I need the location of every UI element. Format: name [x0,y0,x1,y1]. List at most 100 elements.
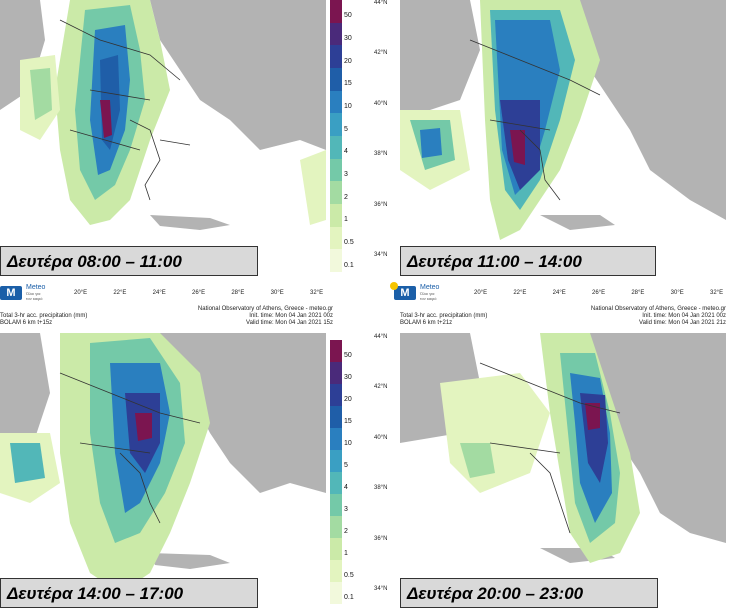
footer-title: Total 3-hr acc. precipitation (mm) [0,313,88,319]
colorbar-segment [330,362,342,384]
meteo-logo-mark: M [0,285,22,300]
latitude-label: 44°N [374,334,388,340]
footer-valid-time: Valid time: Mon 04 Jan 2021 15z [246,320,333,326]
colorbar-segment [330,204,342,227]
latitude-label: 38°N [374,485,388,492]
latitude-label: 36°N [374,201,388,208]
colorbar-label: 2 [344,193,348,201]
colorbar-label: 0.1 [344,261,354,269]
colorbar-label: 4 [344,484,348,492]
meteo-logo-sub1: Όλοι για [420,291,435,296]
colorbar-label: 30 [344,374,352,382]
colorbar-label: 0.5 [344,572,354,580]
footer-right-2: National Observatory of Athens, Greece -… [591,306,726,327]
colorbar-label: 5 [344,125,348,133]
precip-map-4 [400,333,726,609]
colorbar-segment [330,538,342,560]
latitude-label: 36°N [374,535,388,542]
colorbar-segment [330,181,342,204]
footer-source: National Observatory of Athens, Greece -… [590,306,726,312]
footer-model: BOLAM 6 km t+15z [0,320,53,326]
map-panel-1: Δευτέρα 08:00 – 11:00 [0,0,326,278]
footer-init-time: Init. time: Mon 04 Jan 2021 00z [249,313,333,319]
colorbar-segment [330,516,342,538]
colorbar-segment [330,113,342,136]
precip-map-1 [0,0,326,278]
longitude-label: 20°E [474,290,488,296]
time-label-3: Δευτέρα 14:00 – 17:00 [0,578,258,608]
colorbar-segment [330,22,342,46]
meteo-logo-sub1: Όλοι για [26,291,41,296]
colorbar-segment [330,428,342,450]
time-label-4: Δευτέρα 20:00 – 23:00 [400,578,658,608]
longitude-label: 28°E [231,290,245,296]
meteo-logo-1: M Meteo Όλοι για τον καιρό [0,284,45,301]
footer-init-time: Init. time: Mon 04 Jan 2021 00z [642,313,726,319]
latitude-label: 42°N [374,384,388,391]
longitude-label: 28°E [631,290,645,296]
colorbar-label: 5 [344,462,348,470]
latitude-label: 44°N [374,0,388,6]
colorbar-top [330,0,342,272]
colorbar-segment [330,45,342,68]
colorbar-segment [330,226,342,250]
latitude-label: 34°N [374,586,388,592]
colorbar-label: 2 [344,528,348,536]
latitude-label: 38°N [374,151,388,158]
colorbar-label: 50 [344,352,352,360]
colorbar-label: 4 [344,148,348,156]
colorbar-segment [330,384,342,406]
colorbar-segment [330,90,342,114]
footer-valid-time: Valid time: Mon 04 Jan 2021 21z [639,320,726,326]
map-panel-2: Δευτέρα 11:00 – 14:00 [400,0,726,278]
colorbar-segment [330,68,342,91]
precip-map-2 [400,0,726,278]
colorbar-segment [330,450,342,472]
longitude-label: 24°E [552,290,566,296]
latitude-label: 34°N [374,252,388,258]
longitude-label: 30°E [670,290,684,296]
colorbar-segment [330,340,342,362]
colorbar-label: 10 [344,440,352,448]
longitude-label: 22°E [513,290,527,296]
meteo-logo-2: M Meteo Όλοι για τον καιρό [390,281,439,301]
colorbar-label: 20 [344,57,352,65]
colorbar-segment [330,494,342,516]
colorbar-segment [330,136,342,159]
longitude-label: 20°E [74,290,88,296]
footer-right-1: National Observatory of Athens, Greece -… [198,306,333,327]
footer-source: National Observatory of Athens, Greece -… [197,306,333,312]
latitude-label: 40°N [374,100,388,107]
meteo-logo-sub2: τον καιρό [420,296,437,301]
colorbar-label: 15 [344,80,352,88]
colorbar-segment [330,249,342,272]
colorbar-label: 0.5 [344,239,354,247]
longitude-label: 26°E [192,290,206,296]
longitude-label: 30°E [270,290,284,296]
colorbar-label: 15 [344,418,352,426]
latitude-label: 40°N [374,434,388,441]
footer-model: BOLAM 6 km t+21z [400,320,453,326]
longitude-label: 32°E [710,290,724,296]
map-panel-3: Δευτέρα 14:00 – 17:00 [0,333,326,609]
meteo-logo-sub2: τον καιρό [26,296,43,301]
colorbar-segment [330,582,342,604]
colorbar-label: 10 [344,103,352,111]
longitude-label: 22°E [113,290,127,296]
footer-title: Total 3-hr acc. precipitation (mm) [400,313,488,319]
colorbar-segment [330,406,342,428]
time-label-1: Δευτέρα 08:00 – 11:00 [0,246,258,276]
colorbar-segment [330,472,342,494]
colorbar-bottom [330,340,342,604]
colorbar-label: 3 [344,506,348,514]
colorbar-label: 0.1 [344,594,354,602]
longitude-label: 32°E [310,290,324,296]
colorbar-label: 1 [344,216,348,224]
map-panel-4: Δευτέρα 20:00 – 23:00 [400,333,726,609]
longitude-label: 26°E [592,290,606,296]
colorbar-label: 3 [344,171,348,179]
colorbar-label: 30 [344,35,352,43]
colorbar-label: 1 [344,550,348,558]
colorbar-segment [330,560,342,582]
colorbar-segment [330,0,342,23]
